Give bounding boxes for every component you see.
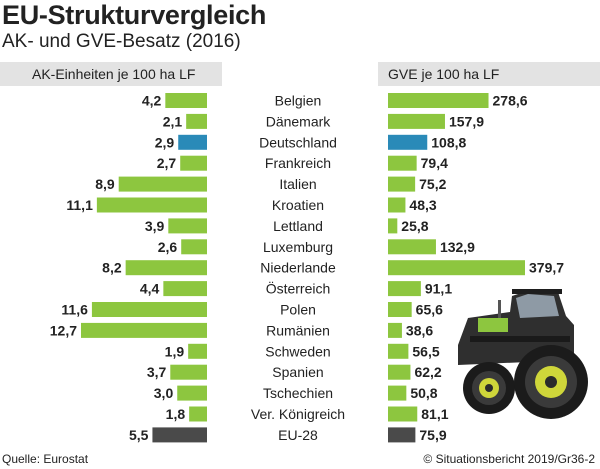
gve-bar xyxy=(388,406,418,422)
country-label: Tschechien xyxy=(263,385,333,401)
ak-value-label: 4,4 xyxy=(140,281,160,297)
gve-bar xyxy=(388,239,436,255)
ak-bar xyxy=(168,218,207,234)
ak-value-label: 2,7 xyxy=(157,155,177,171)
country-labels: Belgien Dänemark Deutschland Frankreich Ital… xyxy=(251,93,345,443)
country-label: Rumänien xyxy=(266,322,330,338)
ak-bar xyxy=(188,343,207,359)
ak-bar xyxy=(170,364,207,380)
gve-bar xyxy=(388,302,412,317)
gve-bar xyxy=(388,281,421,297)
country-label: Niederlande xyxy=(260,260,336,276)
ak-value-label: 8,2 xyxy=(102,260,122,276)
ak-value-label: 3,0 xyxy=(154,385,174,401)
ak-bar xyxy=(96,197,207,213)
left-column-header: AK-Einheiten je 100 ha LF xyxy=(0,62,222,86)
ak-bar xyxy=(81,322,207,338)
page-subtitle: AK- und GVE-Besatz (2016) xyxy=(2,31,241,52)
ak-value-label: 3,7 xyxy=(147,364,167,380)
ak-value-label: 12,7 xyxy=(50,322,77,338)
gve-value-label: 75,9 xyxy=(419,427,446,443)
ak-value-label: 3,9 xyxy=(145,218,165,234)
gve-value-label: 25,8 xyxy=(401,218,428,234)
ak-bar xyxy=(91,302,207,317)
tractor-illustration xyxy=(458,289,588,419)
ak-bar xyxy=(163,281,207,297)
country-label: Ver. Königreich xyxy=(251,406,345,422)
gve-value-label: 56,5 xyxy=(412,343,439,359)
gve-value-label: 65,6 xyxy=(416,302,443,318)
ak-value-label: 1,8 xyxy=(166,406,186,422)
country-label: Polen xyxy=(280,302,316,318)
gve-bar xyxy=(388,113,445,129)
ak-bar xyxy=(186,113,207,129)
ak-value-label: 2,9 xyxy=(155,134,175,150)
gve-bar xyxy=(388,385,407,401)
ak-value-label: 2,1 xyxy=(163,113,183,129)
gve-value-label: 75,2 xyxy=(419,176,446,192)
gve-bar xyxy=(388,176,416,192)
ak-value-label: 2,6 xyxy=(158,239,178,255)
ak-value-label: 11,1 xyxy=(66,197,93,213)
source-note: Quelle: Eurostat xyxy=(2,452,89,466)
gve-value-label: 91,1 xyxy=(425,281,452,297)
gve-bar xyxy=(388,364,411,380)
ak-bar xyxy=(152,427,207,443)
ak-bar xyxy=(118,176,207,192)
country-label: Deutschland xyxy=(259,134,337,150)
country-label: Frankreich xyxy=(265,155,331,171)
country-label: Schweden xyxy=(265,343,330,359)
gve-bar xyxy=(388,155,417,171)
ak-bar xyxy=(165,93,207,108)
gve-value-label: 108,8 xyxy=(431,134,466,150)
right-column-header: GVE je 100 ha LF xyxy=(378,62,600,86)
ak-value-label: 11,6 xyxy=(61,302,88,318)
country-label: Kroatien xyxy=(272,197,324,213)
gve-value-label: 132,9 xyxy=(440,239,475,255)
right-column-label: GVE je 100 ha LF xyxy=(388,66,500,82)
ak-bar xyxy=(189,406,207,422)
gve-bar xyxy=(388,343,409,359)
ak-value-label: 4,2 xyxy=(142,93,162,109)
left-column-label: AK-Einheiten je 100 ha LF xyxy=(32,66,196,82)
country-label: Italien xyxy=(279,176,316,192)
gve-bar xyxy=(388,134,428,150)
gve-bar xyxy=(388,218,398,234)
ak-value-label: 1,9 xyxy=(165,343,185,359)
country-label: Österreich xyxy=(266,280,331,297)
gve-value-label: 62,2 xyxy=(414,364,441,380)
country-label: Belgien xyxy=(275,93,322,109)
country-label: Spanien xyxy=(272,364,323,380)
ak-bar xyxy=(178,134,207,150)
gve-value-label: 278,6 xyxy=(493,93,528,109)
ak-bar xyxy=(125,260,207,276)
gve-value-label: 379,7 xyxy=(529,260,564,276)
gve-value-label: 157,9 xyxy=(449,113,484,129)
ak-value-label: 8,9 xyxy=(95,176,115,192)
ak-bar xyxy=(177,385,207,401)
ak-bar-series: 4,22,1 2,9 2,7 8,911,1 3,9 2,6 8,2 4,4 11,6 12,7 1… xyxy=(50,93,207,443)
gve-value-label: 79,4 xyxy=(421,155,448,171)
gve-value-label: 50,8 xyxy=(410,385,437,401)
gve-bar xyxy=(388,260,525,276)
page-title: EU-Strukturvergleich xyxy=(2,0,267,30)
country-label: EU-28 xyxy=(278,427,318,443)
ak-bar xyxy=(181,239,207,255)
gve-bar xyxy=(388,427,416,443)
copyright-note: © Situationsbericht 2019/Gr36-2 xyxy=(423,452,595,466)
country-label: Luxemburg xyxy=(263,239,333,255)
gve-bar-series: 278,6 157,9 108,8 79,4 75,2 48,3 25,8 132,9 379,… xyxy=(388,93,564,443)
country-label: Dänemark xyxy=(266,113,332,129)
ak-bar xyxy=(180,155,207,171)
gve-bar xyxy=(388,197,406,213)
gve-bar xyxy=(388,322,402,338)
ak-value-label: 5,5 xyxy=(129,427,149,443)
gve-value-label: 48,3 xyxy=(409,197,436,213)
gve-bar xyxy=(388,93,489,108)
gve-value-label: 38,6 xyxy=(406,322,433,338)
gve-value-label: 81,1 xyxy=(421,406,448,422)
country-label: Lettland xyxy=(273,218,323,234)
